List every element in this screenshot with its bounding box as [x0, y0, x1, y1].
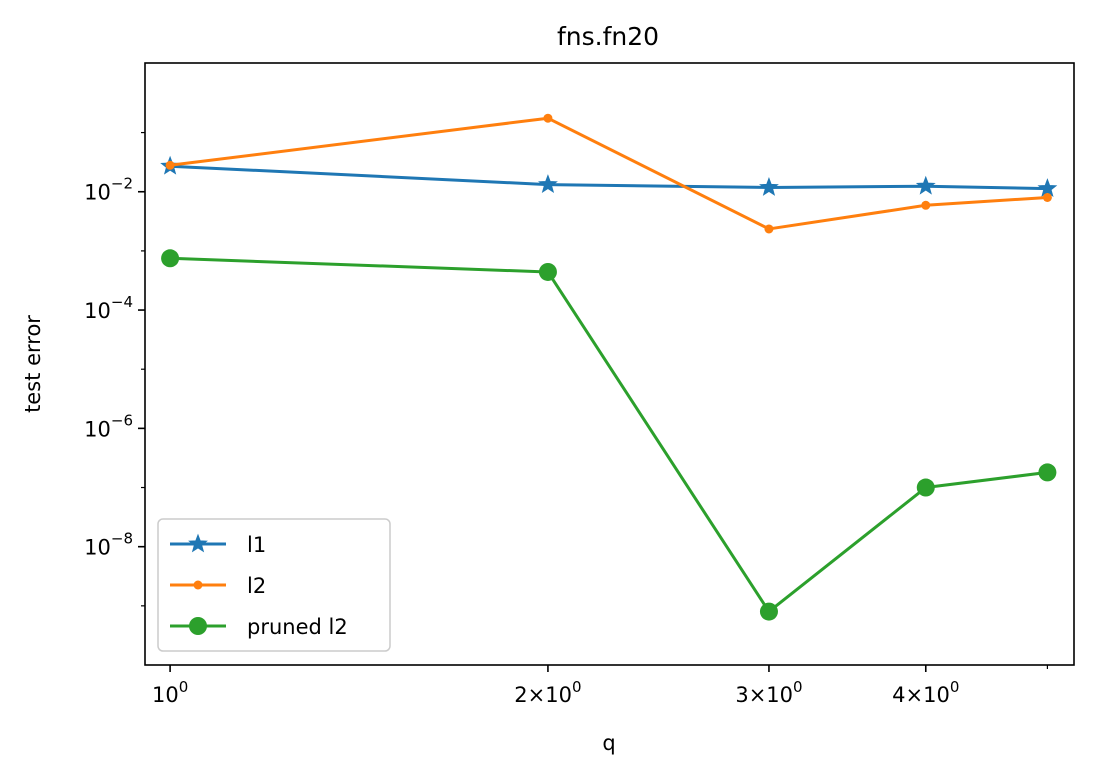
y-tick-label: 10−2 — [84, 175, 133, 205]
y-tick-label: 10−6 — [84, 411, 133, 441]
legend-box — [157, 518, 391, 652]
x-tick-label: 100 — [152, 678, 188, 707]
chart-title: fns.fn20 — [557, 22, 659, 51]
data-point — [759, 602, 778, 621]
series-l1 — [160, 155, 1058, 198]
data-point — [921, 200, 931, 210]
series-pruned-l2 — [161, 249, 1057, 621]
y-tick-label: 10−8 — [84, 530, 133, 560]
legend-label: l2 — [247, 574, 266, 598]
y-axis-label: test error — [21, 315, 45, 413]
legend-label: l1 — [247, 533, 266, 557]
legend-item: pruned l2 — [170, 615, 348, 639]
plot-area — [144, 62, 1075, 666]
data-point — [538, 262, 557, 281]
legend-label: pruned l2 — [247, 615, 348, 639]
data-point — [1042, 192, 1052, 202]
data-point — [915, 175, 936, 195]
x-axis: 100 2×100 3×100 4×100 — [152, 665, 1049, 707]
y-axis: 10−2 10−4 10−6 10−8 — [84, 131, 145, 607]
series-layer — [160, 113, 1058, 621]
data-point — [165, 160, 175, 170]
data-point — [916, 478, 935, 497]
data-point — [764, 224, 774, 234]
legend-marker — [188, 533, 208, 553]
data-point — [543, 113, 553, 123]
legend-marker — [189, 617, 207, 635]
data-point — [538, 174, 558, 194]
x-tick-label: 2×100 — [514, 678, 581, 707]
data-point — [1037, 178, 1058, 198]
x-tick-label: 3×100 — [735, 678, 802, 707]
data-point — [759, 177, 779, 196]
data-point — [161, 249, 180, 268]
y-tick-label: 10−4 — [84, 293, 133, 323]
legend-item: l2 — [170, 574, 266, 598]
x-axis-label: q — [602, 731, 615, 755]
series-line — [170, 164, 1048, 191]
series-l2 — [165, 113, 1052, 234]
legend-item: l1 — [170, 533, 266, 557]
legend-marker — [193, 580, 203, 590]
data-point — [1038, 463, 1057, 482]
x-tick-label: 4×100 — [892, 678, 959, 707]
legend: l1 l2 pruned l2 — [157, 518, 391, 652]
